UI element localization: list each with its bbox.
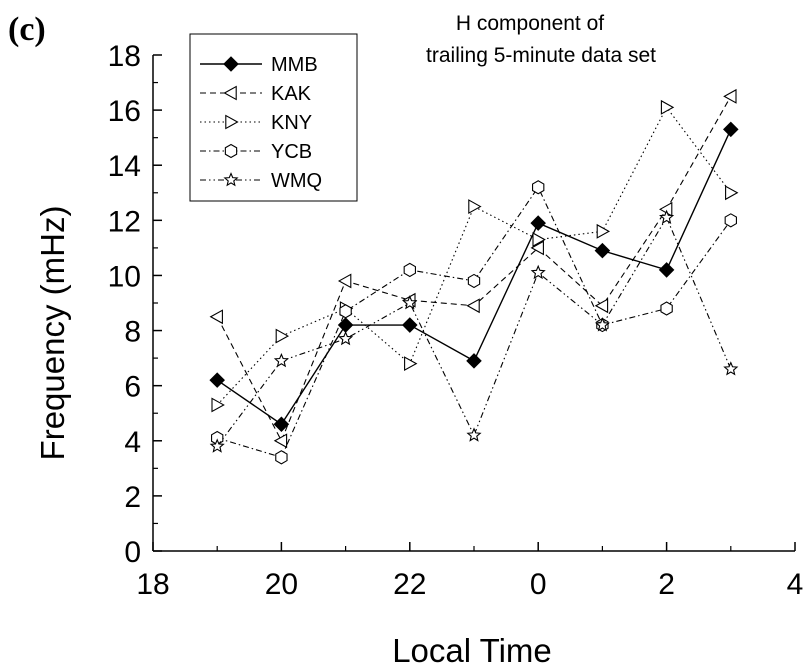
legend-marker-mmb [223, 56, 239, 72]
data-point-kak [337, 273, 352, 289]
data-point-mmb [402, 317, 418, 333]
data-point-ycb [532, 180, 545, 195]
data-point-kak [723, 88, 737, 104]
series-layer [209, 88, 739, 465]
data-point-kny [725, 185, 739, 201]
data-point-kny [532, 232, 546, 248]
series-line-wmq [216, 216, 732, 447]
y-tick-label: 0 [124, 536, 141, 569]
data-point-mmb [466, 353, 482, 369]
data-point-wmq [273, 352, 289, 368]
data-point-kny [596, 223, 611, 239]
data-point-kak [594, 298, 609, 314]
data-point-mmb [658, 262, 675, 278]
y-tick-label: 2 [124, 481, 141, 514]
y-tick-label: 18 [108, 40, 141, 73]
y-tick-label: 8 [124, 316, 141, 349]
x-tick-label: 2 [658, 568, 675, 601]
data-point-ycb [339, 304, 352, 319]
legend-label-mmb: MMB [271, 54, 318, 76]
data-point-kny [275, 328, 290, 344]
data-point-wmq [402, 295, 418, 310]
data-point-wmq [209, 438, 225, 453]
data-point-ycb [467, 273, 481, 289]
x-tick-label: 4 [787, 568, 804, 601]
series-line-kny [216, 106, 732, 406]
x-tick-label: 22 [393, 568, 426, 601]
chart-title-line-1: H component of [456, 12, 604, 35]
data-point-ycb [403, 262, 416, 278]
data-point-wmq [530, 264, 546, 280]
y-axis-label: Frequency (mHz) [34, 206, 71, 461]
legend-label-ycb: YCB [271, 141, 312, 163]
data-point-kny [404, 356, 418, 372]
data-point-mmb [594, 242, 611, 259]
x-tick-label: 20 [265, 568, 298, 601]
data-point-mmb [530, 215, 546, 231]
series-ycb [211, 180, 737, 465]
series-kny [211, 99, 739, 413]
data-point-mmb [273, 416, 290, 433]
data-point-mmb [723, 121, 739, 138]
y-tick-label: 6 [124, 371, 141, 404]
legend-marker-kak [223, 85, 237, 101]
panel-label: (c) [8, 11, 46, 48]
y-tick-label: 12 [108, 205, 141, 238]
legend-marker-ycb [224, 143, 238, 159]
legend-label-kny: KNY [271, 112, 312, 134]
data-point-wmq [338, 330, 354, 346]
y-tick-label: 10 [108, 260, 141, 293]
series-line-ycb [217, 186, 732, 458]
legend-box [189, 33, 358, 202]
x-tick-label: 0 [530, 568, 547, 601]
data-point-kak [530, 240, 544, 256]
data-point-kak [466, 298, 480, 314]
data-point-mmb [337, 317, 354, 333]
data-point-kny [468, 199, 482, 214]
legend-label-wmq: WMQ [271, 170, 322, 192]
x-axis-label: Local Time [392, 632, 552, 666]
data-point-kny [660, 99, 675, 115]
series-kak [209, 88, 737, 449]
data-point-kny [211, 397, 225, 413]
y-tick-label: 16 [108, 95, 141, 128]
data-point-wmq [594, 317, 610, 332]
data-point-wmq [723, 361, 739, 376]
legend-marker-kny [225, 114, 239, 130]
legend-label-kak: KAK [271, 83, 312, 105]
data-point-ycb [660, 301, 673, 316]
series-mmb [209, 121, 739, 433]
chart-title-line-2: trailing 5-minute data set [426, 44, 656, 67]
x-tick-label: 18 [136, 568, 169, 601]
data-point-wmq [466, 427, 482, 442]
data-point-wmq [659, 209, 675, 225]
series-wmq [209, 209, 739, 453]
data-point-kak [209, 309, 223, 325]
data-point-ycb [275, 450, 288, 465]
legend-marker-wmq [223, 172, 239, 187]
data-point-kak [273, 433, 288, 449]
data-point-mmb [209, 372, 225, 388]
data-point-ycb [724, 213, 737, 228]
y-tick-label: 14 [108, 150, 141, 183]
axes: 18 20 22 0 2 4 0 2 4 6 8 10 12 14 16 18 [108, 40, 804, 601]
y-tick-label: 4 [124, 426, 141, 459]
legend: MMB KAK KNY YCB WMQ [189, 33, 358, 202]
